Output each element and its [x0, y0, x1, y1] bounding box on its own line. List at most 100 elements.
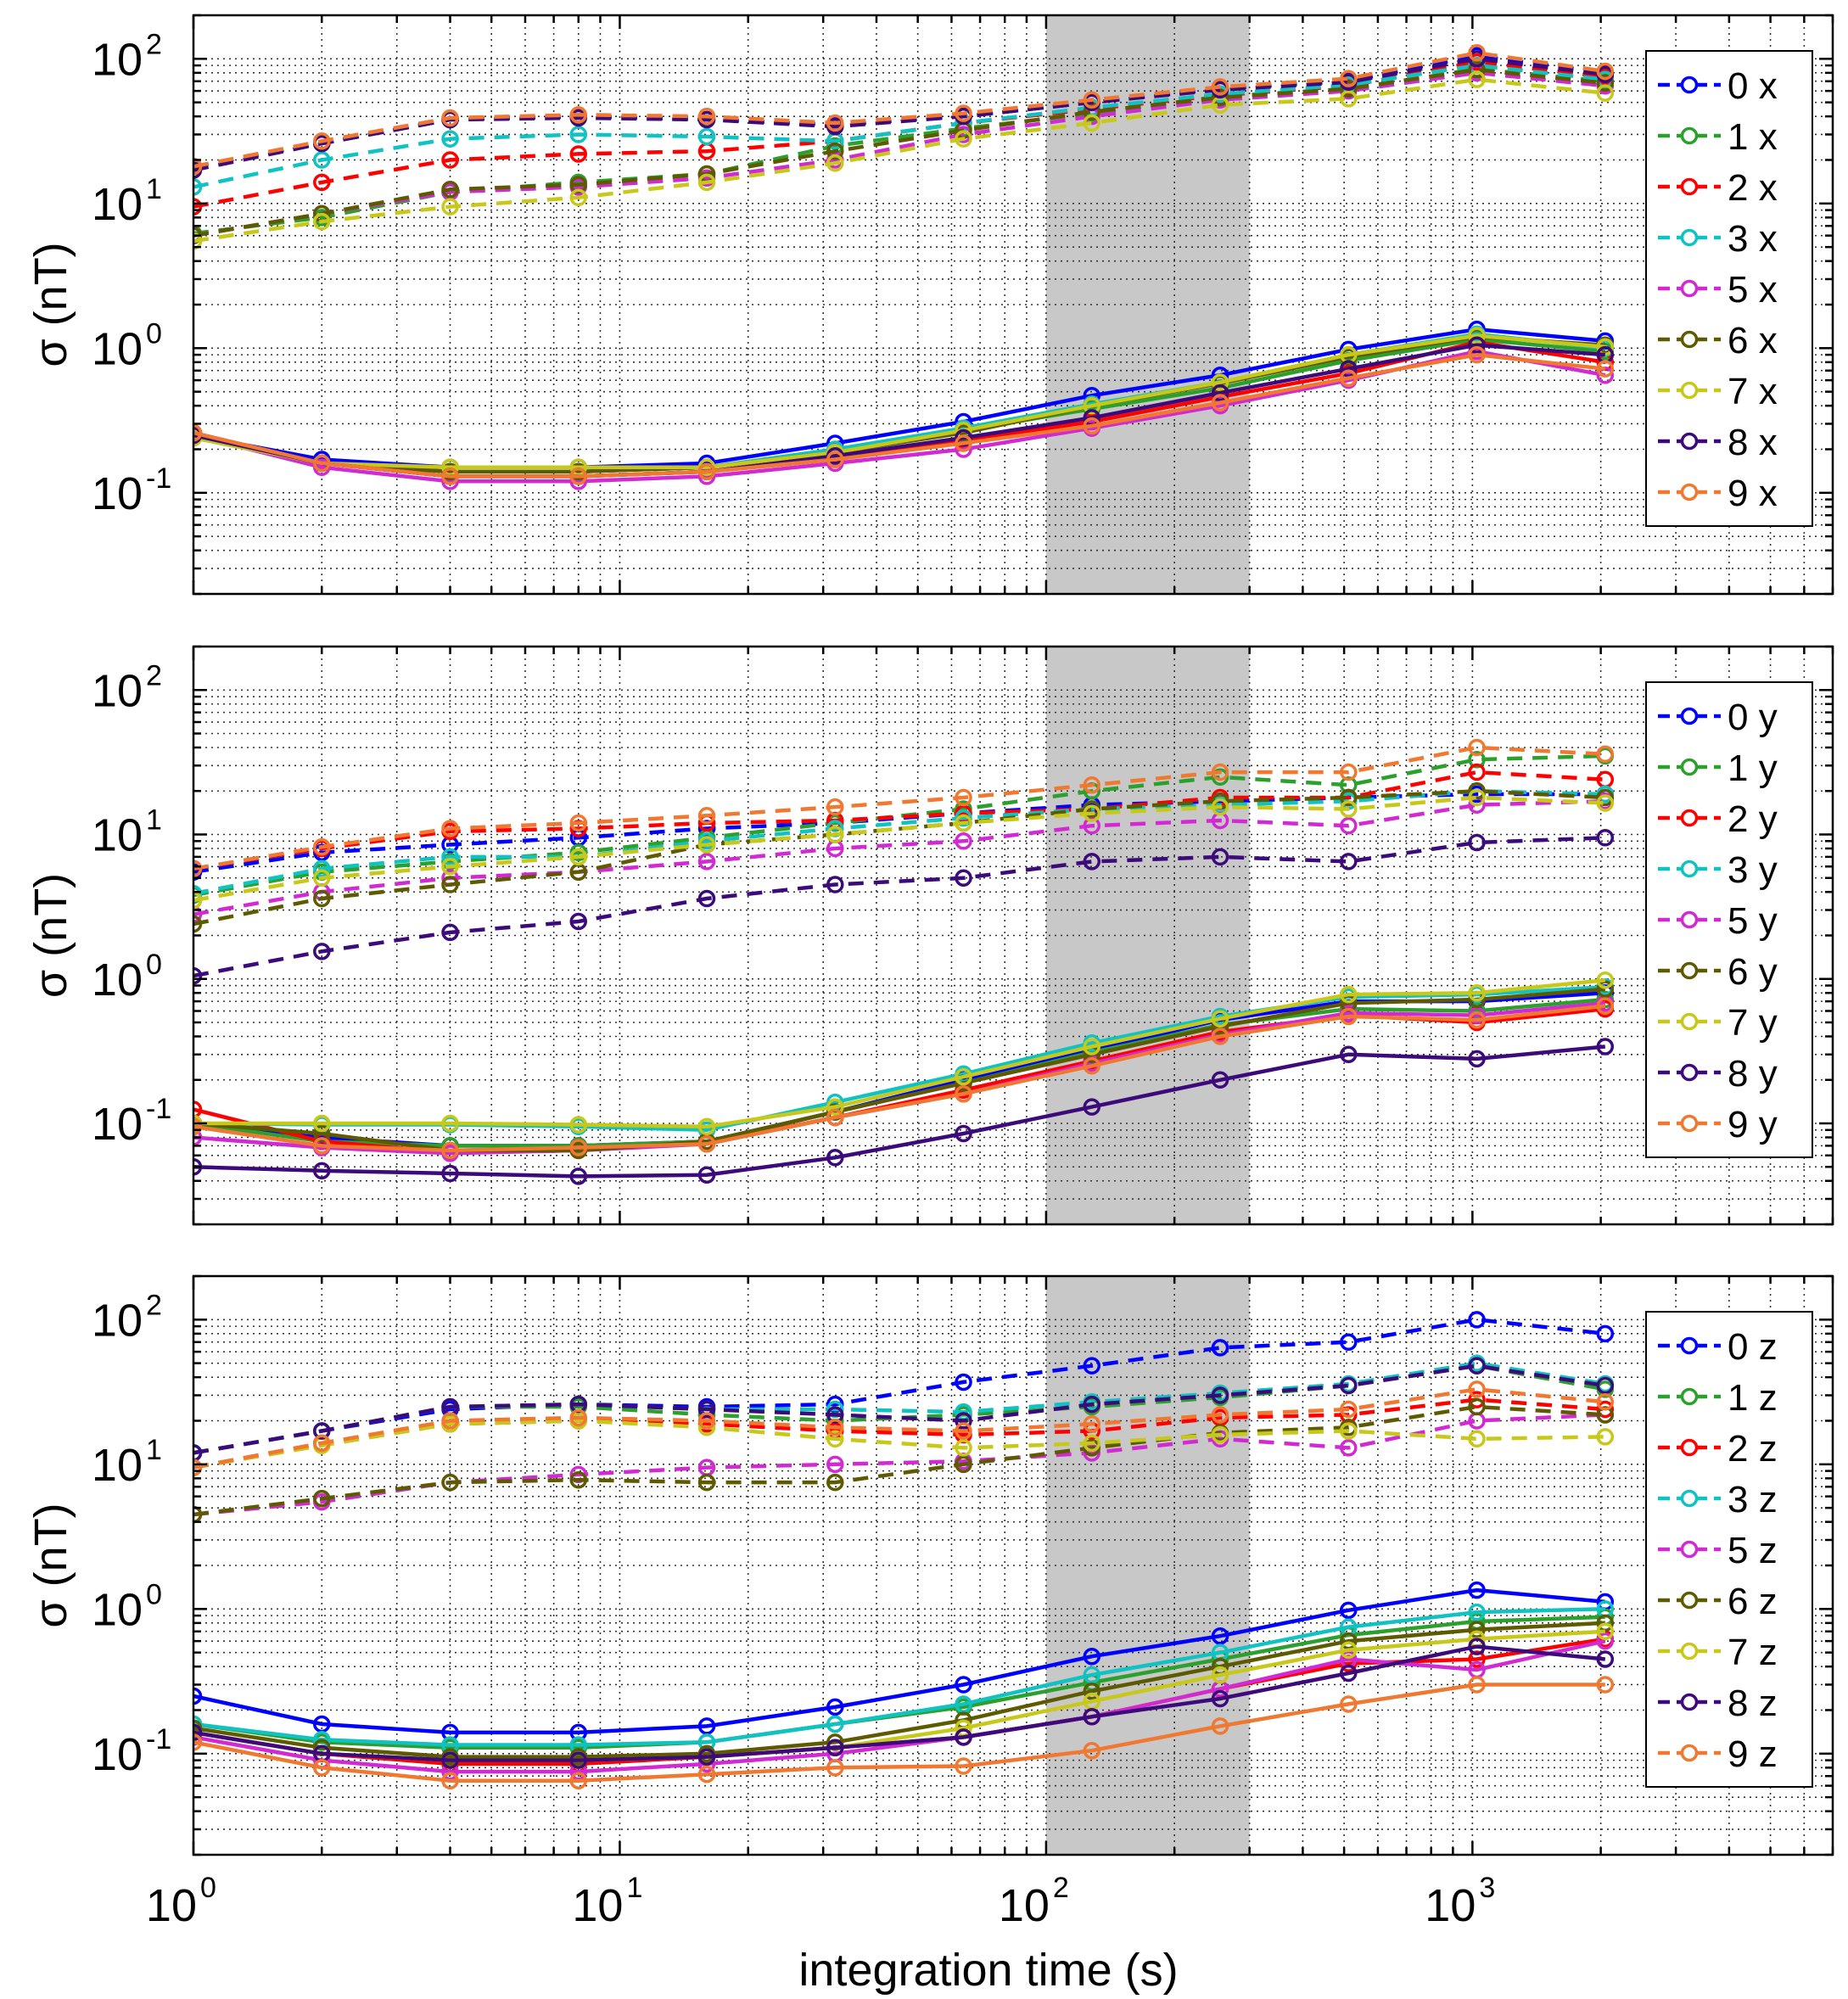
data-point	[955, 1676, 972, 1694]
x-tick-exponent: 2	[1053, 1872, 1069, 1904]
data-point	[1596, 1393, 1615, 1411]
data-point	[697, 127, 716, 146]
series-line-9-z-solid	[193, 1683, 1605, 1783]
data-point	[955, 1455, 972, 1474]
legend-marker	[1680, 432, 1699, 451]
legend-item: 8 x	[1658, 422, 1778, 463]
legend-marker	[1680, 279, 1699, 298]
data-point	[697, 889, 716, 908]
y-tick-exponent: -1	[146, 462, 171, 495]
y-tick-exponent: 0	[146, 1578, 162, 1610]
data-point	[1083, 103, 1101, 121]
data-point	[1083, 1415, 1101, 1433]
data-point	[697, 107, 716, 126]
data-point	[569, 814, 588, 832]
data-point	[1468, 1391, 1486, 1408]
y-tick-exponent: 0	[146, 949, 162, 981]
data-point	[1468, 70, 1486, 88]
legend-label: 8 y	[1728, 1053, 1778, 1095]
data-point	[569, 188, 588, 207]
legend-item: 1 y	[1658, 748, 1778, 789]
data-point	[313, 837, 331, 856]
data-point	[1468, 1638, 1486, 1655]
legend-item: 9 y	[1658, 1104, 1778, 1145]
data-point	[193, 423, 203, 442]
data-point	[441, 130, 459, 148]
legend-item: 8 z	[1658, 1683, 1778, 1724]
data-point	[1596, 829, 1615, 847]
series-line-5-y-dashed	[193, 799, 1605, 916]
y-tick-label: 10	[92, 955, 143, 1005]
data-point	[1468, 1311, 1486, 1329]
data-point	[441, 181, 459, 199]
legend-item: 2 y	[1658, 798, 1778, 840]
legend-marker	[1680, 330, 1699, 349]
legend-marker	[1680, 1012, 1699, 1031]
legend-item: 5 y	[1658, 900, 1778, 942]
y-tick-label: 10	[92, 179, 143, 230]
data-point	[1211, 1666, 1229, 1684]
data-point	[313, 1137, 331, 1155]
data-point	[1083, 1395, 1101, 1414]
data-point	[1468, 1011, 1486, 1029]
data-point	[441, 876, 459, 893]
data-point	[826, 1739, 844, 1757]
data-point	[1468, 738, 1486, 757]
data-point	[1596, 1632, 1615, 1650]
data-point	[1211, 394, 1229, 412]
data-point	[193, 966, 203, 985]
y-tick-exponent: 2	[146, 659, 162, 692]
y-tick-label: 10	[92, 810, 143, 861]
legend-label: 5 x	[1728, 269, 1778, 311]
data-point	[193, 1100, 203, 1118]
data-point	[1468, 1397, 1486, 1416]
legend-label: 9 x	[1728, 473, 1778, 514]
legend-item: 7 z	[1658, 1632, 1778, 1673]
series-line-1-y-dashed	[193, 753, 1605, 898]
data-point	[1468, 44, 1486, 62]
data-point	[1468, 1581, 1486, 1599]
data-point	[1211, 1010, 1229, 1027]
legend-marker	[1680, 1591, 1699, 1610]
legend-item: 6 x	[1658, 320, 1778, 361]
data-point	[1340, 1376, 1358, 1395]
data-point	[1211, 763, 1229, 781]
data-point	[569, 1167, 588, 1185]
y-tick-label: 10	[92, 1295, 143, 1346]
data-point	[313, 1124, 331, 1143]
data-point	[569, 1116, 588, 1134]
legend-label: 5 z	[1728, 1530, 1778, 1571]
y-tick-exponent: 2	[146, 28, 162, 60]
data-point	[569, 848, 588, 866]
data-point	[1468, 50, 1486, 68]
series-line-7-y-dashed	[193, 795, 1605, 903]
legend-item: 2 z	[1658, 1428, 1778, 1470]
data-point	[1340, 1601, 1358, 1620]
legend-marker	[1680, 860, 1699, 878]
data-point	[1468, 1050, 1486, 1068]
data-point	[1468, 763, 1486, 781]
data-point	[1083, 417, 1101, 435]
x-tick-label: 10	[999, 1880, 1050, 1931]
data-point	[697, 836, 716, 854]
legend-label: 7 y	[1728, 1002, 1778, 1044]
legend-label: 2 x	[1728, 167, 1778, 209]
legend-marker	[1680, 910, 1699, 929]
data-point	[697, 1412, 716, 1430]
legend-label: 3 x	[1728, 218, 1778, 260]
data-point	[1211, 1386, 1229, 1404]
series-line-7-x-solid	[193, 333, 1605, 470]
data-point	[1596, 1428, 1615, 1446]
series-line-0-z-dashed	[193, 1318, 1606, 1455]
legend-marker	[1680, 1336, 1699, 1355]
data-point	[697, 1748, 716, 1766]
legend-item: 3 y	[1658, 849, 1778, 891]
legend-item: 9 x	[1658, 473, 1778, 514]
data-point	[955, 1422, 972, 1440]
data-point	[1340, 1045, 1358, 1064]
legend-item: 8 y	[1658, 1053, 1778, 1095]
data-point	[697, 807, 716, 825]
shaded-region	[1045, 1276, 1250, 1855]
legend-item: 5 z	[1658, 1530, 1778, 1571]
